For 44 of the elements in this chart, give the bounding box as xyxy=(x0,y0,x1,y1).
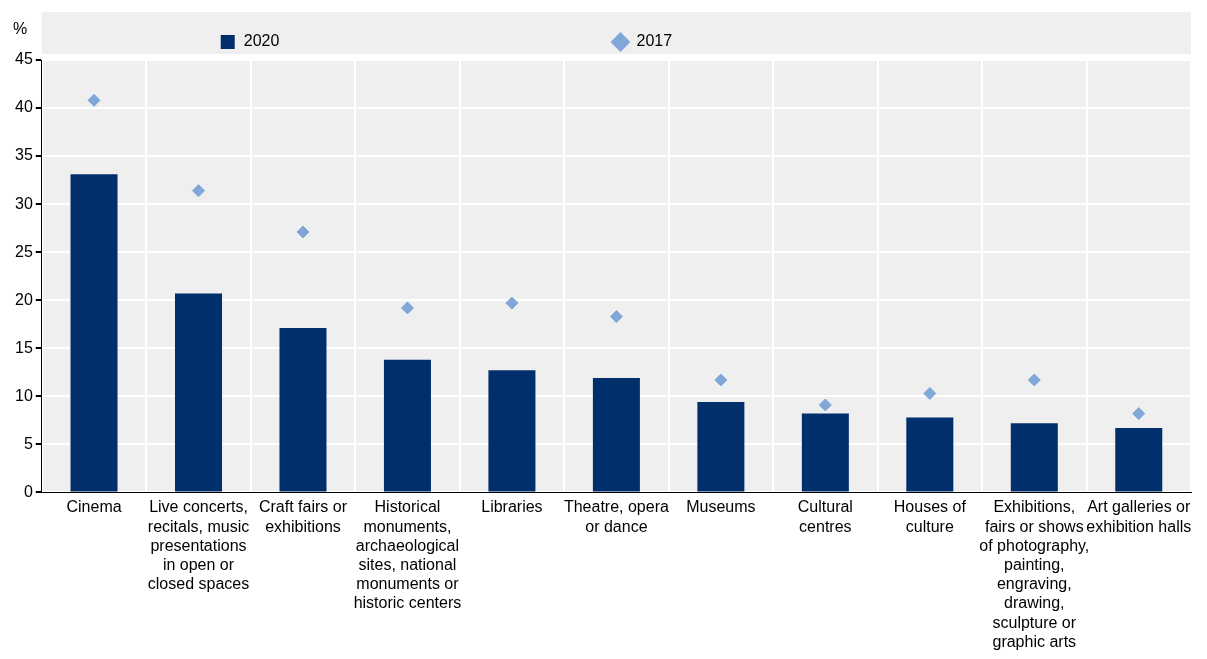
bar xyxy=(906,417,954,492)
y-tick-label: 10 xyxy=(15,386,33,404)
point xyxy=(1132,407,1146,421)
y-tick-label: 45 xyxy=(15,50,33,68)
x-tick-label: Cultural centres xyxy=(797,498,853,535)
bar xyxy=(697,402,745,492)
x-tick-label: Museums xyxy=(686,498,756,516)
point xyxy=(1027,373,1041,387)
y-tick-label: 20 xyxy=(15,290,33,308)
x-tick-label: Houses of culture xyxy=(893,498,967,535)
point xyxy=(923,386,937,400)
point xyxy=(505,296,519,310)
y-axis-title: % xyxy=(12,20,28,38)
bar xyxy=(279,328,327,492)
point xyxy=(609,310,623,324)
y-tick-label: 15 xyxy=(15,338,33,356)
x-tick-label: Live concerts, recitals, music presentations in open or closed spaces xyxy=(147,498,250,593)
point xyxy=(87,93,101,107)
y-tick-label: 25 xyxy=(15,242,33,260)
point xyxy=(714,373,728,387)
x-tick-label: Libraries xyxy=(481,498,543,516)
legend-label: 2020 xyxy=(243,32,591,50)
bar xyxy=(801,413,849,492)
bar xyxy=(1115,428,1163,492)
bar xyxy=(488,370,536,492)
bar xyxy=(592,378,640,492)
point xyxy=(296,225,310,239)
legend-label: 2017 xyxy=(636,32,984,50)
y-tick-label: 0 xyxy=(23,482,33,500)
y-tick-label: 40 xyxy=(15,98,33,116)
y-tick-label: 30 xyxy=(15,194,33,212)
bar xyxy=(1010,423,1058,492)
point xyxy=(192,184,206,198)
bar xyxy=(383,359,431,492)
point xyxy=(818,398,832,412)
y-tick-label: 35 xyxy=(15,146,33,164)
bar xyxy=(70,174,118,492)
y-tick-label: 5 xyxy=(23,434,33,452)
x-tick-label: Craft fairs or exhibitions xyxy=(258,498,348,535)
x-tick-label: Theatre, opera or dance xyxy=(563,498,669,535)
bar xyxy=(175,293,223,492)
x-tick-label: Historical monuments, archaeological sites, national monuments or historic centers xyxy=(353,498,462,612)
x-tick-label: Cinema xyxy=(66,498,122,516)
point xyxy=(400,301,414,315)
